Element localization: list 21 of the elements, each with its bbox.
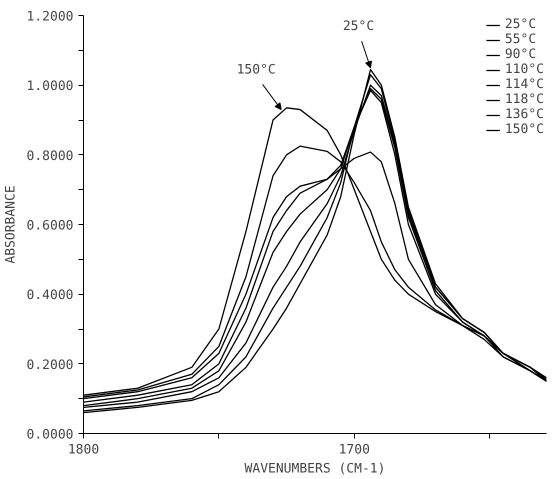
x-tick-label: 1700 xyxy=(338,442,370,458)
y-axis-title: ABSORBANCE xyxy=(4,185,19,264)
annotation: 150°C xyxy=(236,62,276,78)
legend-label: 150°C xyxy=(504,122,544,137)
legend-label: 118°C xyxy=(504,92,544,107)
legend-label: 110°C xyxy=(504,62,544,77)
x-tick-label: 1800 xyxy=(68,442,100,458)
y-tick-label: 0.2000 xyxy=(26,358,74,373)
legend-label: 25°C xyxy=(504,17,536,32)
y-tick-label: 0.8000 xyxy=(26,148,74,164)
y-tick-label: 0.6000 xyxy=(26,218,74,234)
x-axis-title: WAVENUMBERS (CM-1) xyxy=(244,462,386,476)
y-tick-label: 1.2000 xyxy=(26,10,74,24)
annotation: 25°C xyxy=(342,18,374,34)
y-tick-label: 0.4000 xyxy=(26,288,74,304)
legend-label: 136°C xyxy=(504,107,544,122)
legend-label: 114°C xyxy=(504,77,544,92)
y-tick-label: 0.0000 xyxy=(26,428,74,442)
y-tick-label: 1.0000 xyxy=(26,79,74,94)
legend-label: 90°C xyxy=(504,47,536,62)
legend-label: 55°C xyxy=(504,32,536,47)
